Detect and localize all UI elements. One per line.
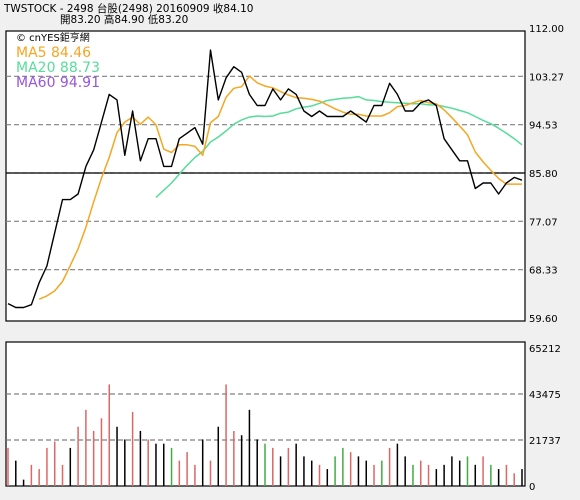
price-tick-label: 77.07 bbox=[529, 217, 558, 228]
volume-gridlines bbox=[6, 393, 525, 441]
price-tick-label: 59.60 bbox=[529, 314, 558, 325]
series-line-ma20 bbox=[155, 95, 523, 198]
series-line-ma5 bbox=[38, 75, 522, 300]
price-tick-label: 94.53 bbox=[529, 121, 558, 132]
volume-axis: 65212 43475 21737 0 bbox=[529, 344, 561, 493]
volume-tick-label: 0 bbox=[529, 482, 535, 493]
price-panel bbox=[5, 30, 526, 322]
price-tick-label: 68.33 bbox=[529, 266, 558, 277]
header-line-2: 開83.20 高84.90 低83.20 bbox=[60, 13, 188, 26]
price-tick-label: 112.00 bbox=[529, 24, 564, 35]
legend-ma5: MA5 84.46 bbox=[16, 45, 91, 61]
watermark: © cnYES鉅亨網 bbox=[16, 31, 90, 44]
price-tick-label: 85.80 bbox=[529, 169, 558, 180]
header-line-1: TWSTOCK - 2498 台股(2498) 20160909 收84.10 bbox=[3, 2, 253, 15]
price-axis: 112.00 103.27 94.53 85.80 77.07 68.33 59.60 bbox=[529, 24, 564, 325]
legend-ma20: MA20 88.73 bbox=[16, 60, 100, 76]
price-gridlines bbox=[6, 75, 525, 271]
price-series bbox=[7, 49, 523, 309]
price-tick-label: 103.27 bbox=[529, 72, 564, 83]
legend-ma60: MA60 94.91 bbox=[16, 75, 100, 91]
volume-tick-label: 21737 bbox=[529, 436, 561, 447]
volume-bars bbox=[7, 384, 523, 486]
volume-tick-label: 43475 bbox=[529, 390, 561, 401]
volume-tick-label: 65212 bbox=[529, 344, 561, 355]
series-line-close bbox=[7, 49, 523, 309]
